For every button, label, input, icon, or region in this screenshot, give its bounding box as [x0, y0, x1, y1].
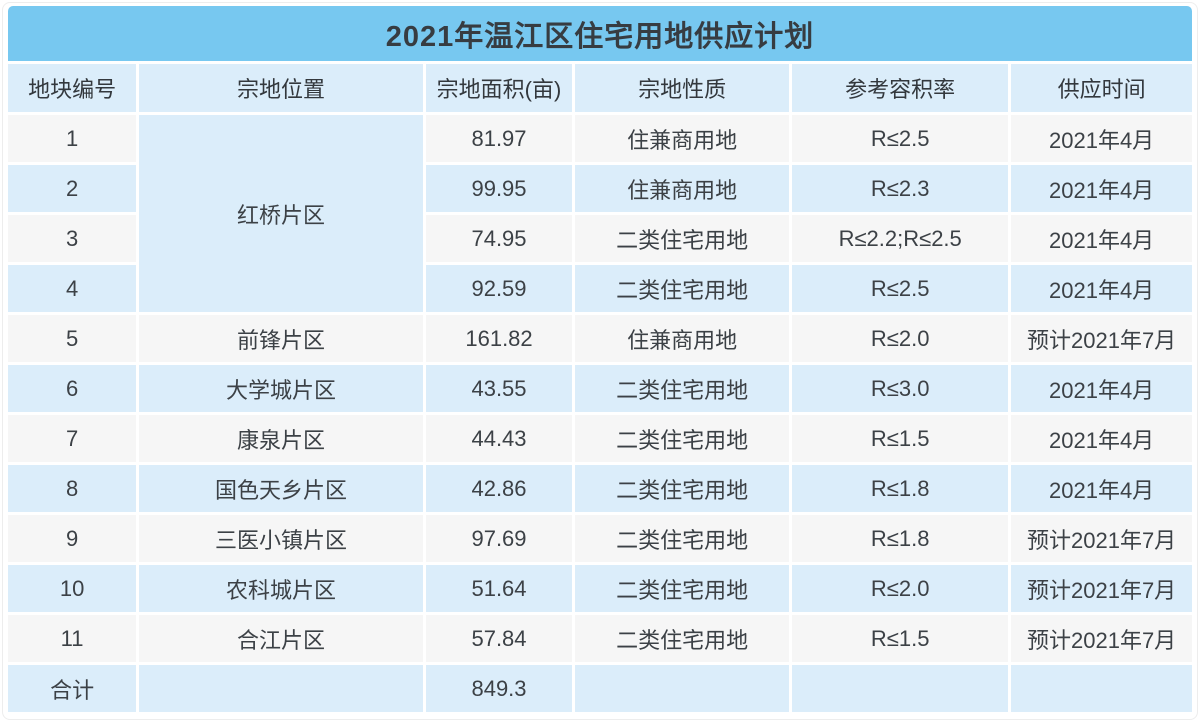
cell-location: 大学城片区 — [139, 365, 423, 412]
cell-area: 44.43 — [425, 415, 573, 462]
cell-area: 57.84 — [425, 615, 573, 662]
cell-nature: 住兼商用地 — [575, 115, 790, 162]
cell-block-no: 2 — [8, 165, 137, 212]
cell-block-no: 4 — [8, 265, 137, 312]
table-row: 3 74.95 二类住宅用地 R≤2.2;R≤2.5 2021年4月 — [8, 215, 1192, 262]
cell-nature: 二类住宅用地 — [575, 465, 790, 512]
cell-block-no: 9 — [8, 515, 137, 562]
cell-time: 2021年4月 — [1011, 465, 1192, 512]
table-row: 4 92.59 二类住宅用地 R≤2.5 2021年4月 — [8, 265, 1192, 312]
cell-location: 农科城片区 — [139, 565, 423, 612]
cell-nature: 二类住宅用地 — [575, 565, 790, 612]
cell-ratio: R≤2.0 — [792, 315, 1009, 362]
cell-nature: 二类住宅用地 — [575, 615, 790, 662]
col-header-area: 宗地面积(亩) — [425, 64, 573, 112]
cell-time: 预计2021年7月 — [1011, 315, 1192, 362]
cell-time: 2021年4月 — [1011, 215, 1192, 262]
cell-total-ratio — [792, 665, 1009, 712]
cell-ratio: R≤2.3 — [792, 165, 1009, 212]
col-header-plot-ratio: 参考容积率 — [792, 64, 1009, 112]
table-row: 9 三医小镇片区 97.69 二类住宅用地 R≤1.8 预计2021年7月 — [8, 515, 1192, 562]
col-header-location: 宗地位置 — [139, 64, 423, 112]
cell-location: 康泉片区 — [139, 415, 423, 462]
cell-total-area: 849.3 — [425, 665, 573, 712]
cell-area: 99.95 — [425, 165, 573, 212]
cell-nature: 二类住宅用地 — [575, 515, 790, 562]
cell-ratio: R≤1.8 — [792, 515, 1009, 562]
cell-time: 2021年4月 — [1011, 265, 1192, 312]
cell-block-no: 3 — [8, 215, 137, 262]
cell-time: 2021年4月 — [1011, 165, 1192, 212]
table-row: 6 大学城片区 43.55 二类住宅用地 R≤3.0 2021年4月 — [8, 365, 1192, 412]
cell-location-merged: 红桥片区 — [139, 115, 423, 312]
cell-ratio: R≤1.8 — [792, 465, 1009, 512]
cell-ratio: R≤1.5 — [792, 415, 1009, 462]
table-row: 8 国色天乡片区 42.86 二类住宅用地 R≤1.8 2021年4月 — [8, 465, 1192, 512]
cell-time: 2021年4月 — [1011, 365, 1192, 412]
cell-nature: 二类住宅用地 — [575, 265, 790, 312]
cell-area: 92.59 — [425, 265, 573, 312]
cell-nature: 二类住宅用地 — [575, 365, 790, 412]
cell-location: 前锋片区 — [139, 315, 423, 362]
table-row: 11 合江片区 57.84 二类住宅用地 R≤1.5 预计2021年7月 — [8, 615, 1192, 662]
cell-total-nature — [575, 665, 790, 712]
title-row: 2021年温江区住宅用地供应计划 — [8, 6, 1192, 61]
cell-area: 74.95 — [425, 215, 573, 262]
cell-block-no: 10 — [8, 565, 137, 612]
cell-location: 国色天乡片区 — [139, 465, 423, 512]
table-row: 7 康泉片区 44.43 二类住宅用地 R≤1.5 2021年4月 — [8, 415, 1192, 462]
col-header-nature: 宗地性质 — [575, 64, 790, 112]
cell-time: 预计2021年7月 — [1011, 615, 1192, 662]
land-supply-table: 2021年温江区住宅用地供应计划 地块编号 宗地位置 宗地面积(亩) 宗地性质 … — [5, 3, 1195, 715]
cell-area: 161.82 — [425, 315, 573, 362]
cell-area: 42.86 — [425, 465, 573, 512]
table-row: 1 红桥片区 81.97 住兼商用地 R≤2.5 2021年4月 — [8, 115, 1192, 312]
cell-ratio: R≤2.2;R≤2.5 — [792, 215, 1009, 262]
cell-time: 预计2021年7月 — [1011, 515, 1192, 562]
cell-time: 预计2021年7月 — [1011, 565, 1192, 612]
cell-nature: 住兼商用地 — [575, 165, 790, 212]
table-title: 2021年温江区住宅用地供应计划 — [8, 6, 1192, 61]
cell-block-no: 6 — [8, 365, 137, 412]
cell-area: 81.97 — [425, 115, 573, 162]
table-row: 10 农科城片区 51.64 二类住宅用地 R≤2.0 预计2021年7月 — [8, 565, 1192, 612]
cell-area: 51.64 — [425, 565, 573, 612]
cell-nature: 住兼商用地 — [575, 315, 790, 362]
cell-total-time — [1011, 665, 1192, 712]
cell-nature: 二类住宅用地 — [575, 415, 790, 462]
cell-area: 97.69 — [425, 515, 573, 562]
cell-nature: 二类住宅用地 — [575, 215, 790, 262]
table-row: 5 前锋片区 161.82 住兼商用地 R≤2.0 预计2021年7月 — [8, 315, 1192, 362]
cell-total-location — [139, 665, 423, 712]
table-row: 2 99.95 住兼商用地 R≤2.3 2021年4月 — [8, 165, 1192, 212]
cell-block-no: 7 — [8, 415, 137, 462]
cell-ratio: R≤2.5 — [792, 265, 1009, 312]
cell-location: 三医小镇片区 — [139, 515, 423, 562]
col-header-block-no: 地块编号 — [8, 64, 137, 112]
col-header-time: 供应时间 — [1011, 64, 1192, 112]
cell-ratio: R≤2.0 — [792, 565, 1009, 612]
cell-ratio: R≤3.0 — [792, 365, 1009, 412]
cell-block-no: 8 — [8, 465, 137, 512]
cell-block-no: 11 — [8, 615, 137, 662]
cell-ratio: R≤2.5 — [792, 115, 1009, 162]
cell-time: 2021年4月 — [1011, 115, 1192, 162]
cell-block-no: 1 — [8, 115, 137, 162]
cell-area: 43.55 — [425, 365, 573, 412]
cell-location: 合江片区 — [139, 615, 423, 662]
total-row: 合计 849.3 — [8, 665, 1192, 712]
cell-block-no: 5 — [8, 315, 137, 362]
cell-ratio: R≤1.5 — [792, 615, 1009, 662]
cell-total-label: 合计 — [8, 665, 137, 712]
cell-time: 2021年4月 — [1011, 415, 1192, 462]
header-row: 地块编号 宗地位置 宗地面积(亩) 宗地性质 参考容积率 供应时间 — [8, 64, 1192, 112]
